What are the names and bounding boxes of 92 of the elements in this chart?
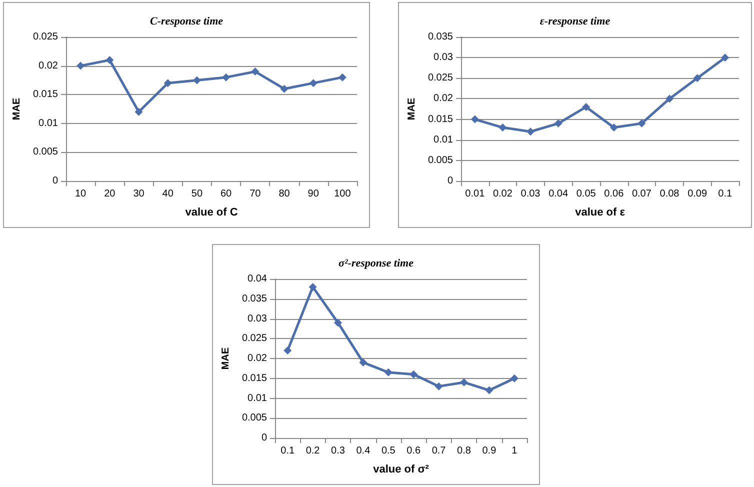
x-tick-label: 0.2 [306, 446, 320, 456]
x-tick-label: 0.4 [356, 446, 371, 456]
point [470, 115, 479, 124]
y-tick-label: 0.035 [428, 32, 454, 42]
y-axis-title: MAE [12, 98, 22, 120]
point [434, 382, 443, 390]
x-tick-label: 0.1 [280, 446, 295, 456]
y-tick-label: 0 [52, 176, 58, 186]
point [526, 128, 534, 136]
point [334, 318, 342, 327]
point [284, 346, 292, 355]
point [510, 374, 518, 382]
y-tick-label: 0.01 [248, 392, 268, 404]
y-tick-label: 0.03 [434, 52, 454, 64]
point [384, 368, 392, 376]
point [554, 119, 562, 128]
chart-title: C-response time [150, 16, 224, 28]
x-axis-title: value of σ² [373, 464, 430, 476]
point [359, 358, 368, 366]
point [308, 282, 317, 291]
point [134, 108, 143, 116]
x-tick-label: 0.1 [718, 188, 732, 200]
x-tick-label: 40 [162, 188, 174, 200]
point [666, 94, 674, 103]
y-tick-label: 0.01 [38, 118, 58, 129]
point [638, 119, 646, 128]
point [280, 84, 288, 93]
x-tick-label: 0.7 [432, 446, 446, 456]
point [610, 124, 618, 132]
x-tick-label: 80 [278, 188, 290, 200]
x-tick-label: 0.9 [482, 446, 497, 456]
x-tick-label: 0.04 [548, 188, 568, 200]
x-tick-label: 0.09 [688, 188, 708, 200]
x-tick-label: 100 [334, 188, 352, 200]
x-tick-label: 50 [191, 188, 203, 200]
x-tick-label: 0.6 [406, 446, 421, 456]
point [338, 73, 346, 82]
point [76, 62, 85, 70]
point [192, 76, 201, 84]
x-axis-title: value of C [185, 206, 238, 218]
y-tick-label: 0 [447, 176, 454, 186]
x-tick-label: 60 [220, 188, 232, 200]
y-tick-label: 0.005 [428, 154, 454, 166]
chart-title: ε-response time [540, 16, 610, 28]
y-tick-label: 0.015 [242, 372, 268, 384]
x-tick-label: 0.05 [576, 188, 596, 200]
x-tick-label: 0.02 [492, 188, 513, 200]
x-tick-label: 30 [133, 188, 145, 200]
x-tick-label: 70 [250, 188, 262, 200]
point [106, 56, 114, 64]
x-tick-label: 0.08 [660, 188, 680, 200]
point [693, 74, 702, 82]
y-tick-label: 0.025 [242, 333, 268, 344]
y-tick-label: 0.04 [248, 274, 268, 284]
y-tick-label: 0.01 [434, 134, 454, 146]
y-tick-label: 0.02 [434, 93, 454, 104]
x-tick-label: 10 [74, 188, 87, 200]
point [460, 378, 468, 386]
y-tick-label: 0.015 [428, 114, 454, 125]
x-tick-label: 0.07 [632, 188, 652, 200]
x-tick-label: 90 [308, 188, 320, 200]
x-tick-label: 0.06 [604, 188, 624, 200]
x-axis-title: value of ε [575, 206, 626, 218]
y-tick-label: 0 [261, 432, 268, 444]
x-tick-label: 20 [104, 188, 116, 200]
y-tick-label: 0.02 [38, 60, 58, 72]
point [222, 73, 230, 82]
x-tick-label: 1 [512, 446, 518, 456]
x-tick-label: 0.01 [465, 188, 486, 200]
chart-title: σ²-response time [338, 258, 414, 270]
point [721, 54, 730, 62]
y-tick-label: 0.02 [248, 353, 268, 364]
y-tick-label: 0.03 [248, 313, 268, 324]
x-tick-label: 0.03 [520, 188, 541, 200]
y-tick-label: 0.015 [32, 89, 58, 100]
y-tick-label: 0.025 [428, 72, 454, 84]
point [498, 124, 507, 132]
y-tick-label: 0.035 [242, 293, 268, 304]
y-tick-label: 0.005 [242, 412, 268, 424]
point [582, 102, 590, 111]
y-tick-label: 0.005 [32, 146, 58, 158]
x-tick-label: 0.3 [331, 446, 346, 456]
point [485, 386, 494, 394]
x-tick-label: 0.8 [457, 446, 472, 456]
y-axis-title: MAE [406, 98, 418, 120]
point [164, 79, 172, 88]
y-tick-label: 0.025 [32, 32, 58, 42]
point [251, 68, 260, 76]
x-tick-label: 0.5 [381, 446, 396, 456]
point [410, 370, 418, 378]
point [309, 79, 318, 88]
y-axis-title: MAE [220, 347, 232, 370]
